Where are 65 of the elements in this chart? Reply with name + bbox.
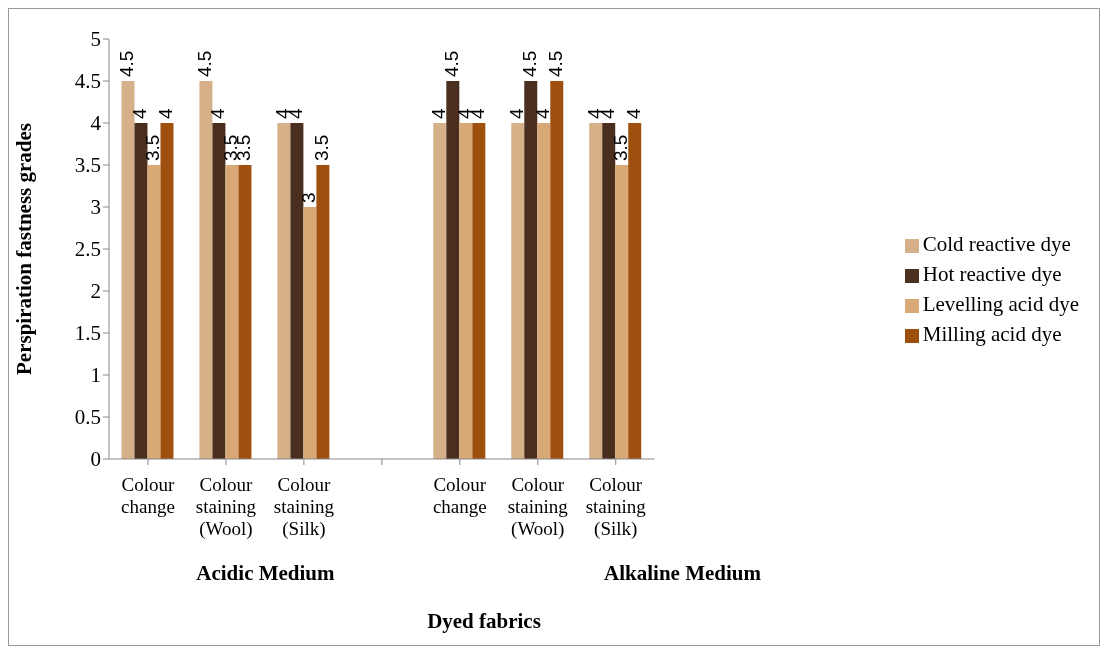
data-label: 4.5 <box>544 50 566 77</box>
x-tick-label: Colour staining (Wool) <box>507 474 569 540</box>
bar <box>121 81 135 459</box>
data-label: 4.5 <box>518 50 540 77</box>
bar <box>147 165 161 459</box>
bar <box>446 81 460 459</box>
x-tick-label: Colour staining (Silk) <box>585 474 647 540</box>
bar <box>628 123 642 459</box>
bar <box>290 123 304 459</box>
data-label: 4 <box>128 108 150 119</box>
bar <box>212 123 226 459</box>
y-tick-label: 2.5 <box>74 237 101 262</box>
bar <box>303 207 317 459</box>
x-axis-title: Dyed fabrics <box>426 609 542 634</box>
bar <box>524 81 538 459</box>
data-label: 3.5 <box>310 134 332 161</box>
x-tick-label: Colour change <box>432 474 487 517</box>
bar <box>602 123 616 459</box>
bar <box>615 165 629 459</box>
bar <box>537 123 551 459</box>
data-label: 4 <box>505 108 527 119</box>
bar <box>160 123 174 459</box>
data-label: 3.5 <box>609 134 631 161</box>
y-tick-label: 3 <box>90 195 101 220</box>
data-label: 4 <box>622 108 644 119</box>
data-label: 4 <box>427 108 449 119</box>
data-label: 3.5 <box>141 134 163 161</box>
bar <box>225 165 239 459</box>
y-tick-label: 5 <box>90 27 101 52</box>
bar <box>550 81 564 459</box>
x-tick-label: Colour change <box>121 474 176 517</box>
data-label: 4.5 <box>440 50 462 77</box>
x-tick-label: Colour staining (Wool) <box>195 474 257 540</box>
bar <box>199 81 213 459</box>
y-tick-label: 1.5 <box>74 321 101 346</box>
y-tick-label: 1 <box>90 363 101 388</box>
legend-label: Cold reactive dye <box>922 232 1071 256</box>
bar <box>433 123 447 459</box>
bar <box>277 123 291 459</box>
legend-label: Levelling acid dye <box>922 292 1079 316</box>
bar <box>472 123 486 459</box>
data-label: 4 <box>531 108 553 119</box>
text: Acidic Medium <box>195 561 336 586</box>
y-tick-label: 0.5 <box>74 405 101 430</box>
bar <box>511 123 525 459</box>
bar <box>589 123 603 459</box>
data-label: 4 <box>206 108 228 119</box>
data-label: 4.5 <box>193 50 215 77</box>
bar <box>459 123 473 459</box>
bar <box>238 165 252 459</box>
legend-label: Milling acid dye <box>922 322 1062 346</box>
data-label: 3 <box>297 192 319 203</box>
y-tick-label: 3.5 <box>74 153 101 178</box>
legend-label: Hot reactive dye <box>922 262 1062 286</box>
data-label: 4 <box>154 108 176 119</box>
y-axis-title: Perspiration fastness grades <box>12 123 37 375</box>
data-label: 4.5 <box>115 50 137 77</box>
bar <box>134 123 148 459</box>
y-tick-label: 0 <box>90 447 101 472</box>
y-tick-label: 4 <box>90 111 102 136</box>
x-tick-label: Colour staining (Silk) <box>273 474 335 540</box>
text: Alkaline Medium <box>603 561 763 586</box>
bar <box>316 165 330 459</box>
y-tick-label: 4.5 <box>74 69 101 94</box>
y-tick-label: 2 <box>90 279 101 304</box>
